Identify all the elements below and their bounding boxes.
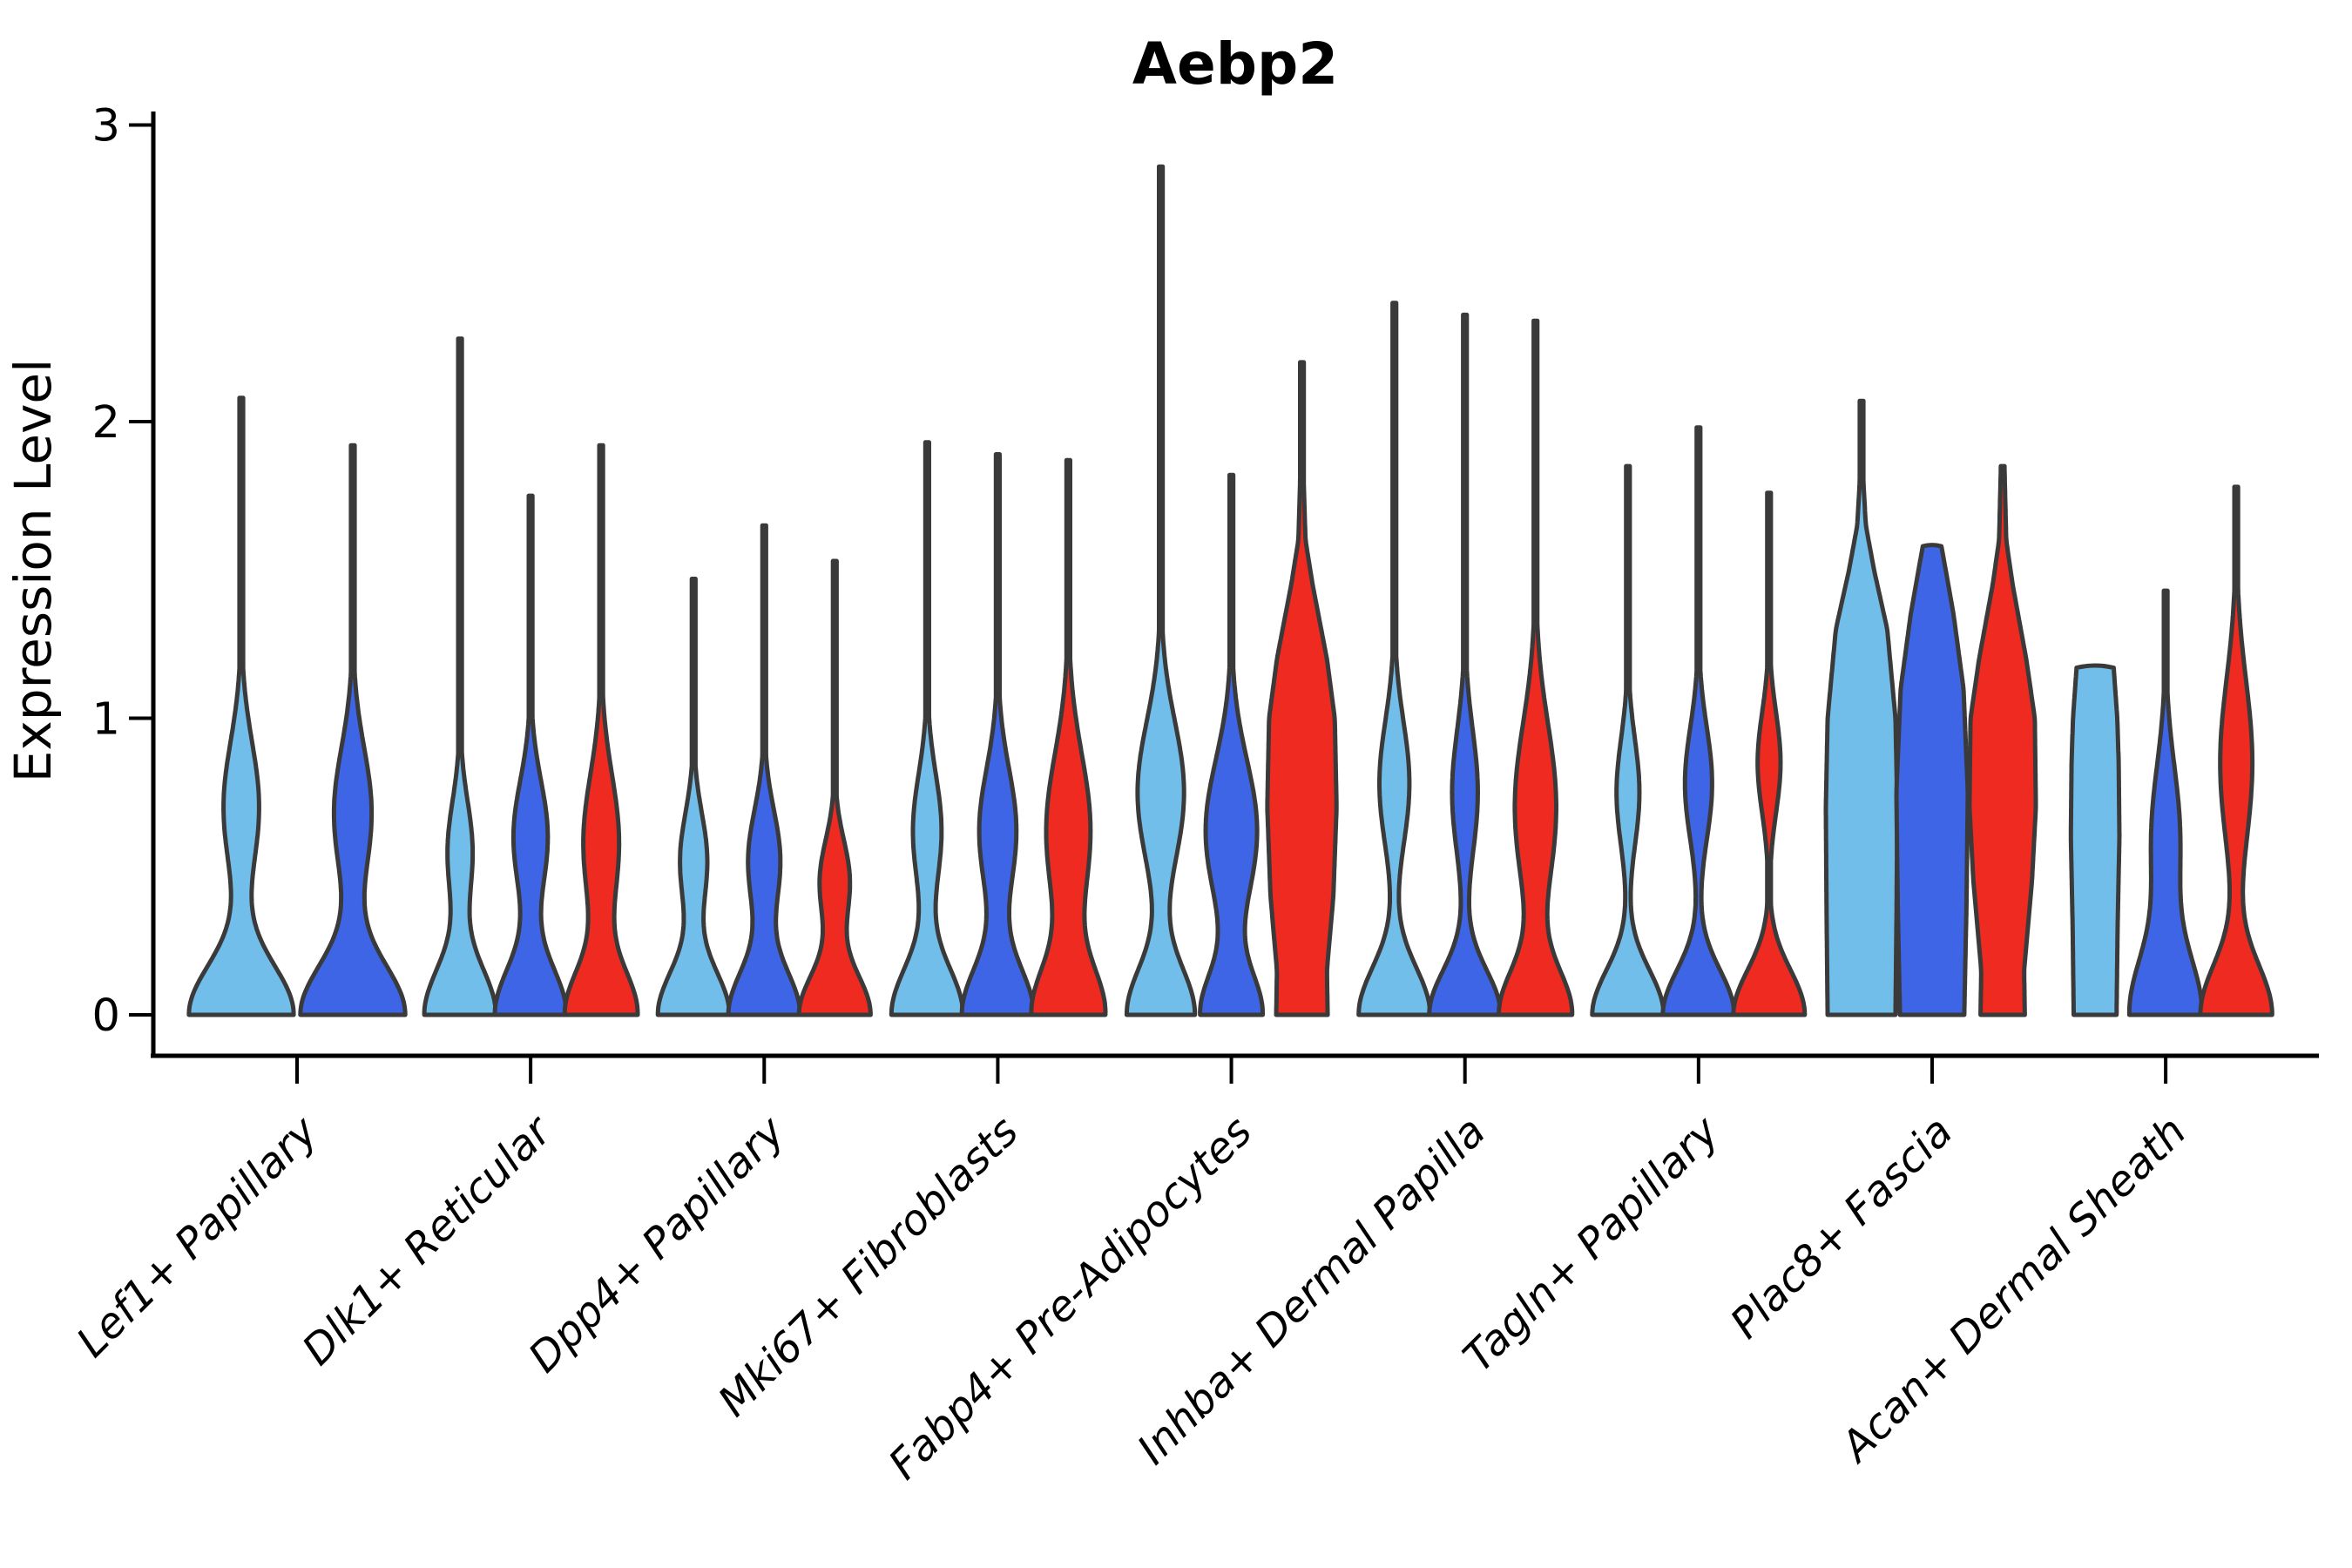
violin-4-blue [1198, 472, 1265, 1017]
violin-5-light-blue [1356, 301, 1433, 1017]
violin-5-blue [1427, 312, 1504, 1017]
violin-8-light-blue [2068, 663, 2122, 1017]
y-ticks-layer: 0 1 2 3 [92, 101, 153, 1042]
x-ticks-layer [295, 1058, 2168, 1084]
violin-2-red [796, 558, 873, 1017]
violin-8-blue [2126, 588, 2205, 1017]
violin-3-blue [959, 452, 1037, 1017]
violin-6-red [1731, 490, 1808, 1017]
violin-4-light-blue [1124, 164, 1198, 1017]
violin-6-light-blue [1590, 463, 1666, 1017]
violin-7-red [1967, 463, 2038, 1017]
violin-7-light-blue [1823, 398, 1900, 1017]
chart-title: Aebp2 [1132, 30, 1338, 98]
y-tick-label: 1 [92, 694, 120, 746]
violin-8-red [2198, 484, 2274, 1017]
x-tick-label-3: Dpp4+ Papillary [519, 1106, 794, 1382]
violin-0-blue [298, 443, 408, 1017]
y-tick-label: 0 [92, 990, 120, 1042]
x-tick-label-1: Lef1+ Papillary [67, 1106, 328, 1367]
violin-1-light-blue [422, 336, 498, 1017]
violin-2-blue [726, 523, 802, 1017]
x-tick-label-7: Tagln+ Papillary [1454, 1106, 1729, 1382]
y-axis-label: Expression Level [3, 359, 63, 782]
violin-4-red [1265, 360, 1339, 1017]
violin-3-light-blue [889, 440, 965, 1017]
violin-3-red [1029, 457, 1108, 1017]
violin-1-red [562, 443, 640, 1017]
y-tick-label: 2 [92, 397, 120, 449]
violin-2-light-blue [655, 577, 732, 1017]
violin-1-blue [492, 493, 569, 1017]
violins-layer [186, 164, 2274, 1017]
x-tick-label-2: Dlk1+ Reticular [293, 1105, 563, 1375]
violin-6-blue [1660, 425, 1737, 1017]
violin-0-light-blue [186, 395, 296, 1017]
x-tick-label-8: Plac8+ Fascia [1721, 1107, 1963, 1348]
violin-5-red [1497, 318, 1575, 1017]
y-tick-label: 3 [92, 101, 120, 152]
violin-7-blue [1894, 543, 1970, 1017]
